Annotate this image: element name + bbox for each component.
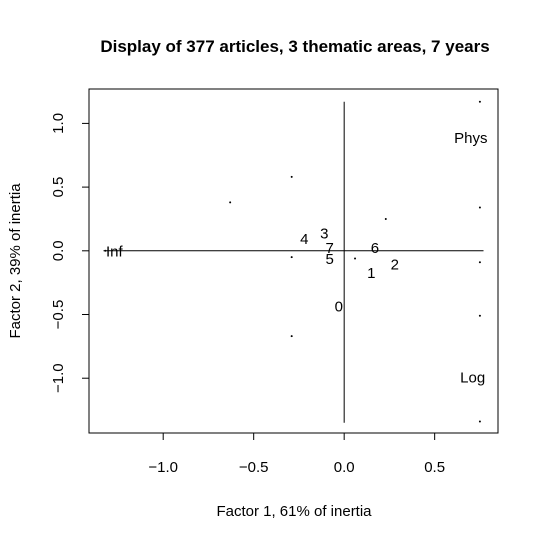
data-point (478, 261, 481, 264)
point-label: 7 (326, 240, 334, 257)
reference-axis-lines (103, 101, 484, 423)
data-point (478, 206, 481, 209)
y-tick-label: 0.0 (50, 240, 67, 261)
data-point (104, 249, 107, 252)
point-label: 5 (326, 251, 334, 268)
point-label: 4 (300, 231, 308, 248)
data-point (290, 335, 293, 338)
y-tick-label: −0.5 (50, 300, 67, 330)
chart-title: Display of 377 articles, 3 thematic area… (100, 37, 489, 56)
data-point (384, 217, 387, 220)
point-label: 2 (391, 256, 399, 273)
point-label: 1 (367, 265, 375, 282)
data-point (290, 175, 293, 178)
data-point (478, 100, 481, 103)
y-axis-label: Factor 2, 39% of inertia (7, 183, 24, 339)
x-tick-label: 0.0 (334, 459, 355, 476)
data-point (290, 256, 293, 259)
data-point (478, 420, 481, 423)
points (104, 100, 481, 423)
x-tick-label: −1.0 (148, 459, 178, 476)
data-point (354, 257, 357, 260)
x-tick-label: 0.5 (424, 459, 445, 476)
y-tick-label: 1.0 (50, 113, 67, 134)
point-label: 3 (320, 226, 328, 243)
y-axis: −1.0 −0.5 0.0 0.5 1.0 (50, 113, 90, 393)
point-label: 0 (335, 298, 343, 315)
point-label: Inf (106, 244, 124, 261)
y-tick-label: −1.0 (50, 363, 67, 393)
plot-frame (88, 88, 499, 434)
y-tick-label: 0.5 (50, 177, 67, 198)
x-tick-label: −0.5 (239, 459, 269, 476)
point-label: Log (460, 370, 485, 387)
point-label: 6 (371, 240, 379, 257)
data-point (478, 314, 481, 317)
x-axis-label: Factor 1, 61% of inertia (216, 503, 372, 520)
point-label: Phys (454, 130, 487, 147)
x-axis: −1.0 −0.5 0.0 0.5 (148, 432, 445, 476)
data-point (229, 201, 232, 204)
